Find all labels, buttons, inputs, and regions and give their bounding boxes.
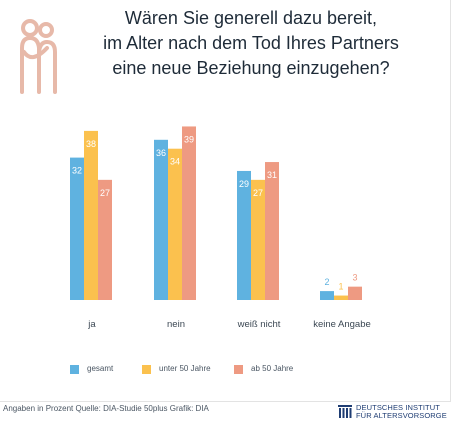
title-line: Wären Sie generell dazu bereit, — [124, 8, 378, 28]
x-tick-label: keine Angabe — [313, 319, 371, 330]
legend-swatch — [234, 364, 243, 374]
bar-category-ja-series-0 — [70, 157, 84, 300]
legend-label: gesamt — [87, 364, 114, 373]
bar-category-nein-series-2 — [182, 126, 196, 300]
institute-name-line: DEUTSCHES INSTITUT — [356, 403, 440, 412]
legend-swatch — [70, 364, 79, 374]
bar-category-keine-angabe-series-0 — [320, 291, 334, 300]
data-label: 29 — [239, 179, 249, 189]
x-tick-label: nein — [167, 319, 185, 330]
data-label: 36 — [156, 148, 166, 158]
bar-category-ja-series-1 — [84, 130, 98, 300]
data-label: 3 — [352, 273, 357, 283]
institute-name-line: FÜR ALTERSVORSORGE — [356, 411, 447, 420]
bar-category-nein-series-0 — [154, 139, 168, 300]
data-label: 32 — [72, 166, 82, 176]
bar-category-keine-angabe-series-1 — [334, 295, 348, 300]
bar-category-weiss-nicht-series-0 — [237, 170, 251, 300]
legend-item-unter-50: unter 50 Jahre — [142, 363, 211, 375]
legend-item-gesamt: gesamt — [70, 363, 113, 375]
institute-pillars-icon — [338, 405, 352, 418]
data-label: 34 — [170, 157, 180, 167]
institute-logo: DEUTSCHES INSTITUT FÜR ALTERSVORSORGE — [338, 401, 450, 421]
bar-category-weiss-nicht-series-2 — [265, 162, 279, 300]
bar-category-keine-angabe-series-2 — [348, 286, 362, 300]
legend-label: unter 50 Jahre — [159, 364, 211, 373]
data-label: 2 — [324, 277, 329, 287]
bar-category-ja-series-2 — [98, 179, 112, 300]
data-label: 27 — [100, 188, 110, 198]
bar-category-weiss-nicht-series-1 — [251, 179, 265, 300]
data-label: 39 — [184, 134, 194, 144]
legend-label: ab 50 Jahre — [251, 364, 294, 373]
legend-swatch — [142, 364, 151, 374]
title-line: im Alter nach dem Tod Ihres Partners — [103, 33, 399, 53]
x-tick-label: weiß nicht — [237, 319, 281, 330]
x-tick-label: ja — [87, 319, 96, 330]
institute-name: DEUTSCHES INSTITUT FÜR ALTERSVORSORGE — [356, 404, 447, 420]
data-label: 31 — [267, 170, 277, 180]
legend-item-ab-50: ab 50 Jahre — [234, 363, 293, 375]
data-label: 27 — [253, 188, 263, 198]
bar-category-nein-series-1 — [168, 148, 182, 300]
infographic-frame — [0, 0, 451, 402]
couple-embrace-icon — [20, 19, 57, 94]
source-note: Angaben in Prozent Quelle: DIA-Studie 50… — [3, 404, 209, 413]
data-label: 38 — [86, 139, 96, 149]
chart-title: Wären Sie generell dazu bereit, im Alter… — [72, 6, 430, 81]
data-label: 1 — [338, 282, 343, 292]
title-line: eine neue Beziehung einzugehen? — [112, 58, 390, 78]
